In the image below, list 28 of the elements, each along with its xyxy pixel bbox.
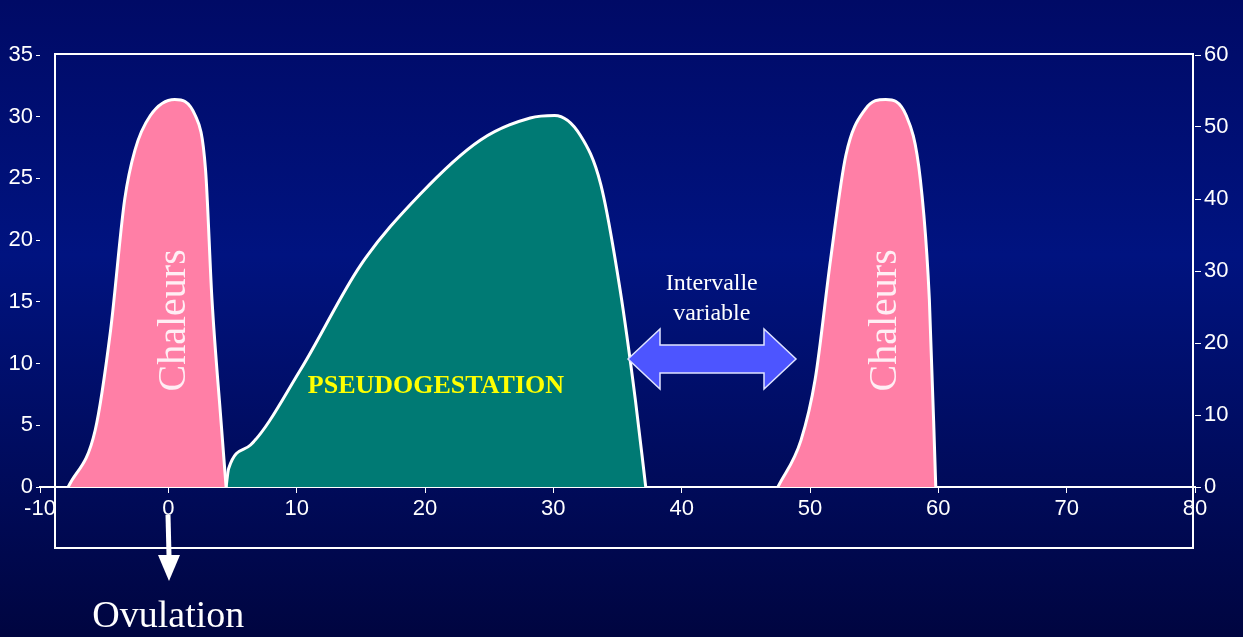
y2-tick-label: 60	[1204, 41, 1229, 67]
x-tick-label: 40	[669, 495, 694, 521]
y-tick-label: 10	[8, 349, 33, 375]
y2-tick-label: 30	[1204, 257, 1229, 283]
annotation: Ovulation	[91, 592, 246, 636]
y-tick-label: 0	[20, 473, 33, 499]
x-tick-label: 60	[926, 495, 951, 521]
x-tick-label: 70	[1054, 495, 1079, 521]
y2-tick-label: 0	[1204, 473, 1217, 499]
y-tick-label: 25	[8, 164, 33, 190]
y2-tick-label: 40	[1204, 185, 1229, 211]
x-tick-label: 30	[541, 495, 566, 521]
x-tick-label: 50	[797, 495, 823, 521]
series-label: Chaleurs	[860, 249, 906, 392]
y-tick-label: 35	[8, 41, 33, 67]
series-label: Chaleurs	[149, 249, 195, 392]
y2-tick-label: 50	[1204, 113, 1229, 139]
y-tick-label: 5	[20, 411, 33, 437]
series-label: PSEUDOGESTATION	[307, 370, 565, 400]
y-tick-label: 20	[8, 226, 33, 252]
x-tick-label: 20	[412, 495, 438, 521]
annotation: Intervalle variable	[664, 267, 759, 327]
y2-tick-label: 20	[1204, 329, 1229, 355]
x-tick-label: 0	[162, 495, 175, 521]
x-tick-label: 10	[284, 495, 309, 521]
y-tick-label: 30	[8, 102, 33, 128]
y-tick-label: 15	[8, 287, 33, 313]
y2-tick-label: 10	[1204, 401, 1229, 427]
